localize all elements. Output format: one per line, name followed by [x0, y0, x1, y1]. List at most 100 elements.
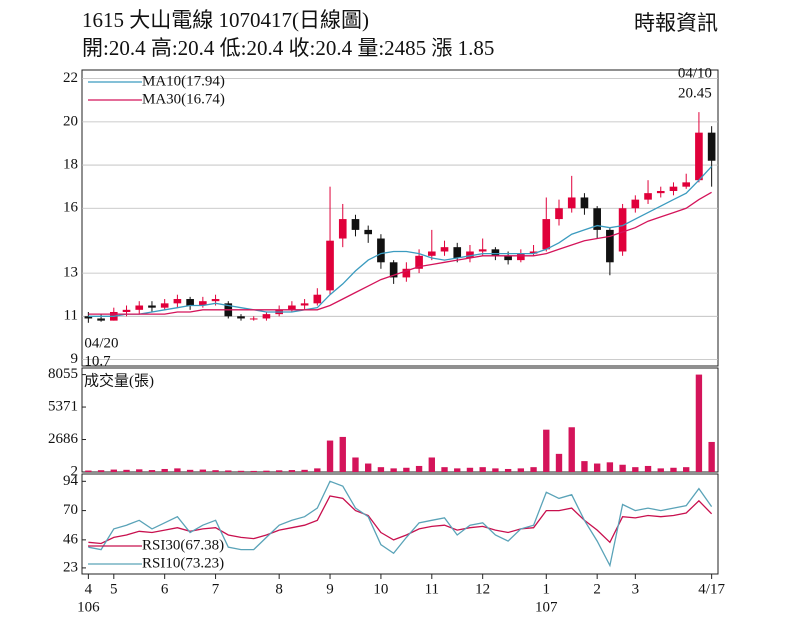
y-tick-label: 23	[63, 559, 78, 575]
line-series	[88, 191, 712, 315]
candle-body	[389, 262, 398, 278]
volume-bar	[301, 469, 308, 472]
volume-bar	[136, 469, 143, 472]
candle-body	[682, 182, 691, 187]
volume-bar	[568, 427, 575, 472]
volume-bar	[644, 465, 652, 472]
candle-body	[186, 299, 194, 306]
volume-bar	[695, 374, 703, 472]
volume-bar	[606, 462, 614, 472]
y-tick-label: 5371	[48, 398, 78, 414]
legend-label: RSI30(67.38)	[142, 537, 224, 553]
panel-frame	[81, 69, 719, 367]
y-tick-label: 16	[63, 200, 79, 216]
volume-bar	[339, 436, 346, 472]
candle-body	[313, 294, 322, 304]
volume-bar	[85, 470, 92, 472]
quote-line: 開:20.4 高:20.4 低:20.4 收:20.4 量:2485 漲 1.8…	[82, 36, 494, 60]
y-tick-label: 2686	[48, 431, 79, 447]
candle-body	[478, 249, 487, 252]
volume-bar	[428, 457, 435, 472]
volume-bar	[543, 429, 550, 472]
volume-bar	[504, 468, 512, 472]
candle-body	[326, 240, 334, 291]
volume-bar	[454, 468, 461, 472]
low-date-label: 04/20	[84, 335, 118, 351]
year-label: 106	[77, 599, 100, 615]
x-tick-label: 5	[110, 581, 118, 597]
volume-bar	[390, 468, 397, 472]
volume-bar	[263, 470, 270, 472]
volume-bar	[123, 469, 130, 472]
candle-body	[453, 247, 462, 258]
volume-bar	[403, 467, 410, 472]
candle-body	[211, 299, 220, 302]
volume-bar	[492, 468, 499, 472]
x-tick-label: 2	[593, 581, 601, 597]
volume-bar	[250, 470, 257, 472]
volume-bar	[517, 468, 525, 472]
volume-bar	[237, 470, 245, 472]
candle-body	[262, 314, 271, 319]
line-series	[88, 480, 713, 568]
candle-body	[364, 229, 373, 235]
volume-bar	[199, 469, 207, 472]
volume-bar	[683, 467, 690, 472]
volume-bar	[174, 468, 181, 472]
candle-body	[440, 247, 449, 252]
volume-bar	[708, 441, 715, 472]
candle-body	[504, 255, 512, 261]
y-tick-label: 18	[63, 157, 78, 173]
candle-body	[351, 219, 360, 230]
candle-body	[377, 238, 385, 263]
candle-body	[593, 208, 601, 230]
candle-body	[542, 219, 551, 250]
volume-bar	[148, 470, 156, 472]
candle-body	[237, 316, 245, 319]
y-tick-label: 8055	[48, 366, 78, 382]
y-tick-label: 22	[63, 70, 78, 86]
y-tick-label: 46	[63, 531, 79, 547]
candle-body	[656, 190, 665, 194]
candle-body	[491, 249, 500, 256]
candle-body	[148, 305, 156, 308]
x-tick-label: 10	[373, 581, 388, 597]
legend-label: MA10(17.94)	[142, 73, 225, 89]
year-label: 107	[535, 599, 558, 615]
legend-label: MA30(16.74)	[142, 91, 225, 107]
volume-bar	[466, 467, 474, 472]
volume-bar	[581, 461, 588, 472]
y-tick-label: 9	[71, 351, 79, 367]
volume-bar	[441, 467, 448, 472]
chart-title: 1615 大山電線 1070417(日線圖)	[82, 8, 369, 32]
volume-bar	[555, 453, 563, 472]
x-tick-label: 1	[543, 581, 551, 597]
volume-bar	[225, 470, 232, 472]
candle-body	[402, 268, 411, 278]
x-tick-label: 11	[425, 581, 439, 597]
y-tick-label: 20	[63, 113, 78, 129]
volume-bar	[377, 467, 385, 472]
volume-bar	[110, 469, 117, 472]
volume-bar	[97, 470, 105, 472]
volume-label: 成交量(張)	[84, 371, 154, 389]
candle-body	[415, 255, 423, 269]
legend-label: RSI10(73.23)	[142, 555, 224, 571]
source: 時報資訊	[634, 11, 718, 35]
line-series	[88, 165, 713, 317]
volume-bar	[365, 463, 372, 472]
candle-body	[84, 316, 93, 319]
candle-body	[555, 208, 563, 220]
candle-body	[122, 309, 131, 312]
candle-body	[644, 193, 652, 200]
volume-bar	[632, 467, 639, 472]
candle-body	[199, 301, 207, 306]
high-date-label: 04/10	[678, 65, 712, 81]
candle-body	[695, 132, 703, 181]
candle-body	[618, 208, 627, 252]
candle-body	[466, 251, 474, 258]
volume-bar	[326, 440, 334, 472]
candle-body	[517, 253, 525, 261]
volume-bar	[275, 470, 283, 472]
